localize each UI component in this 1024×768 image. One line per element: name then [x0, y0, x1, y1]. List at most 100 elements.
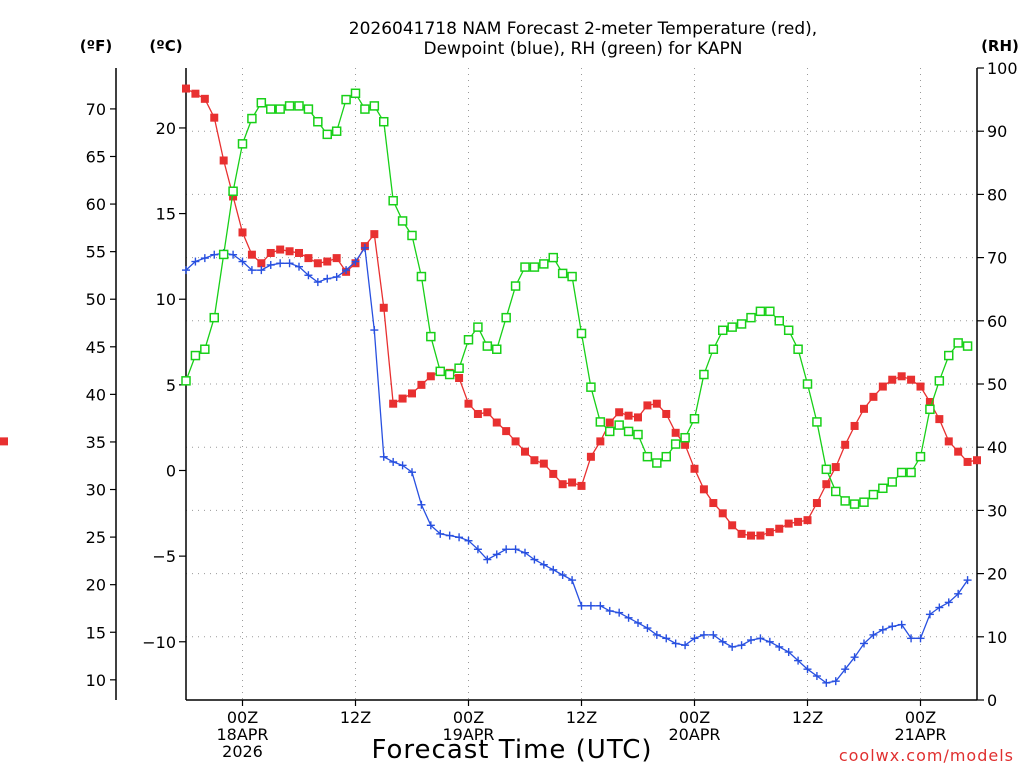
- time-tick-label: 12Z: [340, 708, 371, 727]
- temperature-point: [398, 394, 407, 403]
- temperature-point: [417, 380, 426, 389]
- rh-point: [708, 344, 719, 354]
- rh-line: [185, 92, 968, 505]
- temperature-point: [426, 372, 435, 381]
- dewpoint-point: [784, 648, 793, 657]
- dewpoint-point: [295, 262, 303, 271]
- fahrenheit-tick-label: 40: [86, 385, 106, 404]
- rh-tick-label: 30: [987, 501, 1007, 520]
- rh-point: [520, 262, 530, 272]
- rh-point: [925, 404, 935, 415]
- dewpoint-point: [502, 545, 511, 554]
- fahrenheit-tick-label: 25: [86, 528, 106, 547]
- time-tick-label: 00Z: [679, 708, 710, 727]
- dewpoint-point: [398, 461, 407, 470]
- dewpoint-point: [699, 630, 708, 639]
- rh-point: [322, 129, 332, 140]
- temperature-point: [822, 480, 831, 489]
- rh-point: [642, 451, 653, 462]
- rh-point: [962, 341, 973, 351]
- rh-point: [849, 499, 860, 509]
- rh-point: [247, 113, 257, 124]
- temperature-point: [615, 408, 624, 417]
- rh-point: [812, 417, 822, 427]
- celsius-tick-label: −10: [142, 633, 176, 652]
- dewpoint-point: [370, 326, 379, 335]
- x-axis-label: Forecast Time (UTC): [371, 735, 652, 765]
- dewpoint-line: [185, 245, 969, 684]
- chart-title-line2: Dewpoint (blue), RH (green) for KAPN: [423, 39, 742, 59]
- temperature-point: [624, 411, 633, 420]
- rh-point: [284, 101, 295, 111]
- celsius-tick-label: 0: [166, 461, 176, 480]
- dewpoint-point: [671, 639, 680, 648]
- temperature-point: [191, 89, 200, 98]
- temperature-point: [200, 94, 209, 103]
- rh-point: [774, 316, 784, 326]
- dewpoint-point: [954, 589, 963, 598]
- dewpoint-point: [473, 545, 482, 554]
- temperature-point: [210, 113, 219, 122]
- rh-point: [944, 350, 954, 361]
- temperature-point: [963, 457, 972, 466]
- temperature-point: [916, 382, 925, 391]
- credit-link[interactable]: coolwx.com/models: [839, 746, 1014, 765]
- rh-point: [831, 486, 841, 497]
- chart-title: 2026041718 NAM Forecast 2-meter Temperat…: [349, 19, 817, 39]
- dewpoint-point: [935, 603, 944, 612]
- dewpoint-point: [483, 555, 492, 564]
- temperature-point: [709, 499, 718, 508]
- series-dewpoint: [182, 243, 972, 687]
- temperature-point: [285, 247, 294, 256]
- rh-point: [492, 344, 502, 354]
- temperature-point: [812, 499, 821, 508]
- rh-point: [718, 325, 728, 336]
- dewpoint-point: [737, 641, 746, 650]
- temperature-point: [596, 437, 605, 446]
- rh-point: [454, 363, 464, 373]
- rh-point: [915, 451, 926, 462]
- rh-point: [793, 344, 803, 354]
- rh-point: [586, 382, 596, 392]
- dewpoint-point: [897, 620, 906, 629]
- dewpoint-point: [276, 259, 285, 268]
- rh-tick-label: 80: [987, 185, 1007, 204]
- temperature-point: [219, 156, 228, 165]
- rh-point: [200, 344, 210, 354]
- rh-point: [896, 467, 907, 478]
- temperature-point: [323, 257, 332, 266]
- time-tick-label: 00Z: [227, 708, 258, 727]
- rh-point: [237, 139, 248, 149]
- temperature-point: [690, 464, 699, 473]
- fahrenheit-axis-ticks: 70 65 60 55 50 45 40 35 30 25 20 15 10: [86, 100, 116, 690]
- fahrenheit-unit-label: (ºF): [80, 37, 112, 55]
- dewpoint-point: [539, 560, 548, 569]
- rh-point: [755, 306, 766, 317]
- rh-tick-label: 90: [987, 122, 1007, 141]
- rh-point: [840, 496, 850, 506]
- temperature-point: [935, 415, 944, 424]
- time-tick-label: 12Z: [566, 708, 597, 727]
- dewpoint-point: [332, 272, 341, 281]
- temperature-point: [662, 409, 671, 418]
- rh-point: [567, 271, 577, 282]
- rh-point: [934, 376, 945, 386]
- dewpoint-point: [596, 601, 605, 610]
- dewpoint-point: [229, 250, 238, 259]
- rh-tick-label: 100: [987, 59, 1018, 78]
- temperature-point: [464, 399, 473, 408]
- rh-point: [529, 262, 540, 272]
- rh-point: [953, 338, 963, 348]
- dewpoint-point: [963, 576, 972, 585]
- rh-point: [576, 328, 587, 339]
- dewpoint-point: [266, 260, 275, 269]
- dewpoint-point: [200, 254, 209, 263]
- rh-point: [209, 312, 219, 323]
- rh-point: [548, 252, 558, 263]
- time-tick-label: 12Z: [792, 708, 823, 727]
- dewpoint-point: [690, 634, 699, 643]
- temperature-point: [539, 459, 548, 468]
- temperature-point: [944, 437, 953, 446]
- rh-point: [218, 249, 229, 260]
